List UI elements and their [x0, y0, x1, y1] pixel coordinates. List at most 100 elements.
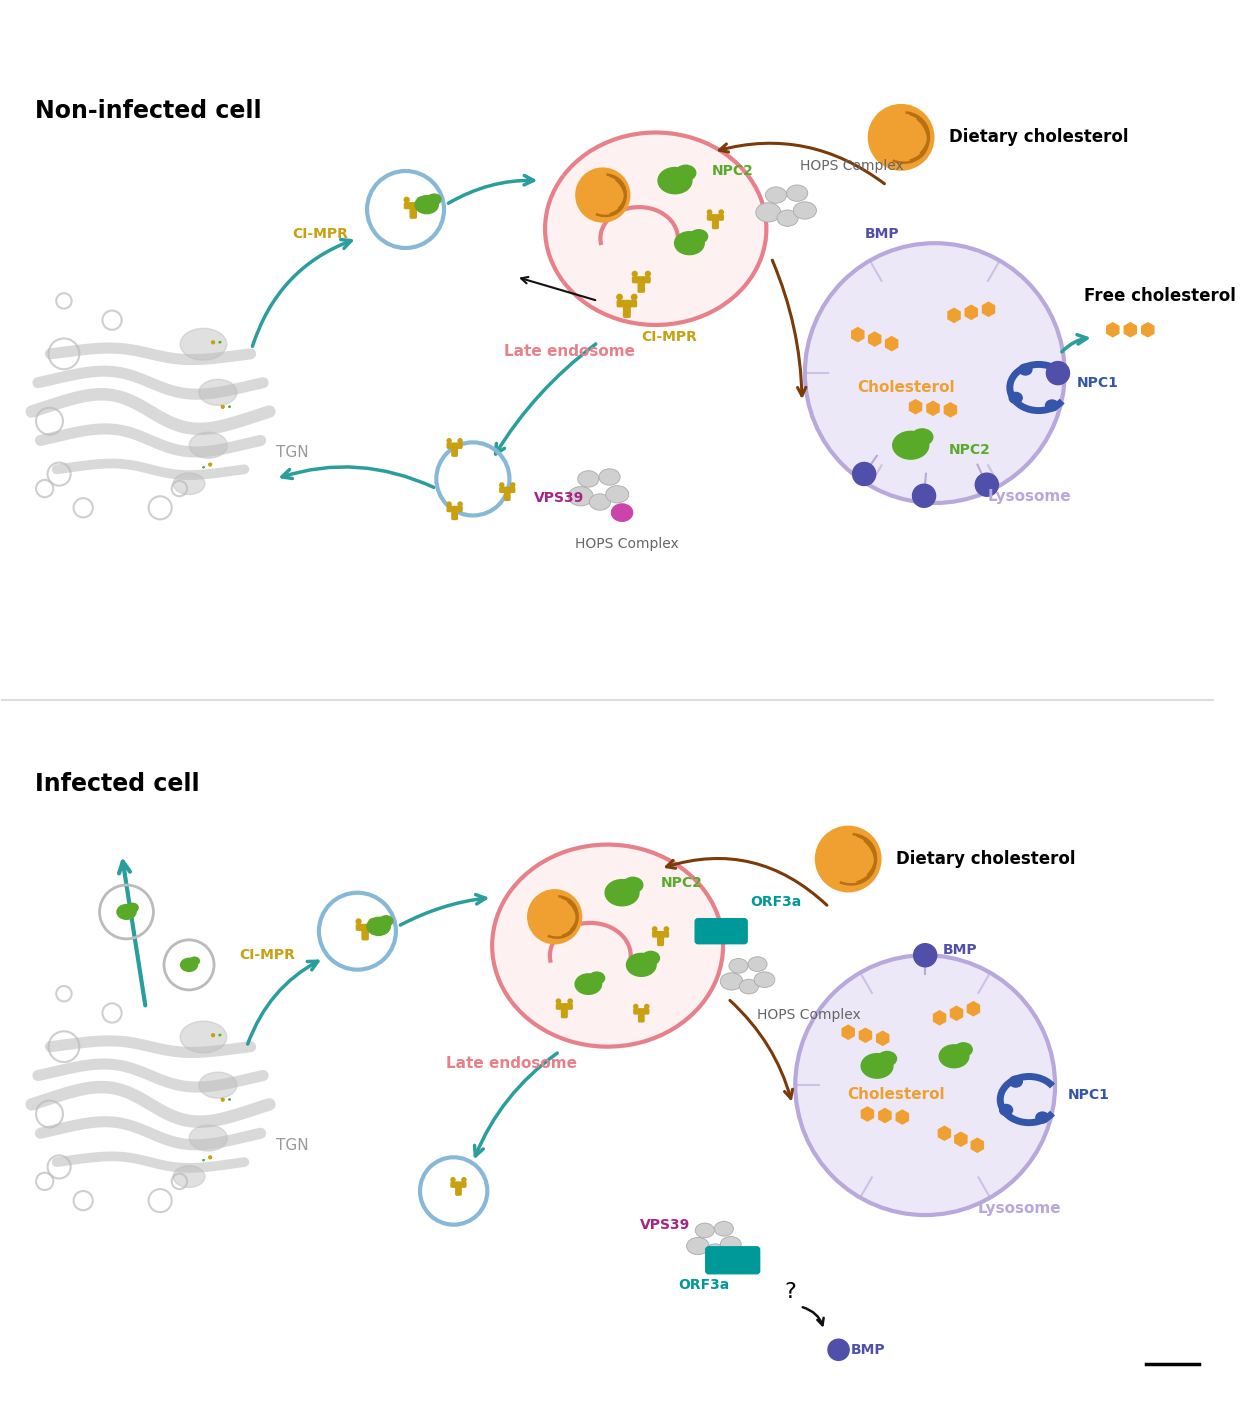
Ellipse shape	[199, 379, 237, 406]
FancyBboxPatch shape	[696, 918, 747, 944]
Text: HOPS Complex: HOPS Complex	[757, 1007, 861, 1022]
Ellipse shape	[690, 230, 708, 243]
FancyBboxPatch shape	[653, 931, 668, 937]
Ellipse shape	[753, 972, 775, 988]
Ellipse shape	[189, 1125, 227, 1152]
FancyBboxPatch shape	[209, 463, 212, 465]
FancyBboxPatch shape	[658, 935, 663, 945]
Ellipse shape	[546, 133, 766, 325]
Text: Dietary cholesterol: Dietary cholesterol	[896, 851, 1076, 868]
Ellipse shape	[653, 927, 656, 931]
Ellipse shape	[180, 958, 198, 971]
Ellipse shape	[730, 958, 748, 974]
Ellipse shape	[568, 486, 593, 506]
Ellipse shape	[645, 271, 650, 277]
Circle shape	[805, 243, 1065, 503]
Ellipse shape	[878, 1051, 897, 1065]
Ellipse shape	[606, 486, 629, 503]
Ellipse shape	[451, 1177, 455, 1181]
Circle shape	[795, 955, 1055, 1215]
Text: Dietary cholesterol: Dietary cholesterol	[949, 129, 1129, 147]
FancyBboxPatch shape	[362, 928, 368, 940]
Ellipse shape	[357, 918, 360, 924]
Ellipse shape	[415, 195, 438, 213]
Ellipse shape	[794, 202, 816, 219]
Text: ORF3a: ORF3a	[678, 1277, 730, 1291]
Ellipse shape	[911, 430, 932, 445]
Text: VPS39: VPS39	[534, 492, 585, 506]
Ellipse shape	[617, 294, 622, 300]
Ellipse shape	[626, 954, 656, 976]
Ellipse shape	[633, 271, 638, 277]
Ellipse shape	[765, 187, 786, 203]
FancyBboxPatch shape	[617, 301, 636, 307]
FancyBboxPatch shape	[624, 305, 630, 318]
Ellipse shape	[557, 999, 561, 1003]
Ellipse shape	[379, 916, 393, 927]
Ellipse shape	[622, 877, 643, 893]
Text: HOPS Complex: HOPS Complex	[800, 160, 903, 174]
FancyBboxPatch shape	[452, 447, 457, 456]
FancyBboxPatch shape	[634, 1009, 649, 1015]
Text: Infected cell: Infected cell	[35, 773, 199, 797]
Ellipse shape	[510, 483, 515, 487]
Ellipse shape	[706, 1243, 724, 1259]
Text: Late endosome: Late endosome	[504, 345, 635, 359]
Text: TGN: TGN	[276, 445, 309, 461]
Ellipse shape	[740, 979, 759, 993]
Ellipse shape	[180, 1022, 227, 1053]
Ellipse shape	[568, 999, 572, 1003]
Ellipse shape	[417, 198, 422, 202]
Text: NPC1: NPC1	[1077, 376, 1119, 390]
Text: CI-MPR: CI-MPR	[641, 329, 697, 343]
Text: CI-MPR: CI-MPR	[239, 948, 295, 962]
FancyBboxPatch shape	[209, 1156, 212, 1159]
Ellipse shape	[696, 1224, 714, 1238]
FancyBboxPatch shape	[411, 206, 416, 218]
Ellipse shape	[598, 469, 620, 485]
Ellipse shape	[447, 502, 451, 506]
Text: Free cholesterol: Free cholesterol	[1084, 287, 1236, 305]
Ellipse shape	[1009, 1077, 1022, 1087]
Ellipse shape	[631, 294, 636, 300]
Ellipse shape	[575, 974, 601, 995]
Circle shape	[828, 1340, 849, 1361]
FancyBboxPatch shape	[212, 1034, 214, 1036]
Ellipse shape	[664, 927, 669, 931]
Ellipse shape	[189, 957, 199, 965]
FancyBboxPatch shape	[562, 1007, 567, 1017]
Ellipse shape	[447, 439, 451, 442]
Circle shape	[576, 168, 630, 222]
Text: ORF3a: ORF3a	[750, 896, 801, 910]
FancyBboxPatch shape	[357, 924, 374, 930]
Ellipse shape	[180, 328, 227, 360]
Text: VPS39: VPS39	[640, 1218, 690, 1232]
Ellipse shape	[459, 439, 462, 442]
Ellipse shape	[714, 1221, 733, 1236]
Ellipse shape	[955, 1043, 973, 1057]
FancyBboxPatch shape	[557, 1003, 572, 1009]
FancyBboxPatch shape	[708, 215, 723, 220]
Circle shape	[912, 485, 936, 507]
Ellipse shape	[674, 232, 704, 254]
Ellipse shape	[1036, 1112, 1048, 1123]
Ellipse shape	[611, 504, 633, 521]
Ellipse shape	[462, 1177, 466, 1181]
Text: NPC2: NPC2	[949, 444, 992, 456]
Circle shape	[1046, 362, 1070, 384]
Circle shape	[815, 827, 881, 892]
Ellipse shape	[721, 1236, 741, 1252]
Text: NPC2: NPC2	[660, 876, 702, 890]
Text: Late endosome: Late endosome	[446, 1057, 577, 1071]
Ellipse shape	[748, 957, 767, 972]
Ellipse shape	[588, 972, 605, 983]
Text: ?: ?	[785, 1282, 796, 1301]
Ellipse shape	[861, 1054, 893, 1078]
Text: Non-infected cell: Non-infected cell	[35, 99, 262, 123]
Ellipse shape	[645, 1005, 649, 1009]
Ellipse shape	[173, 1166, 205, 1187]
FancyBboxPatch shape	[713, 218, 718, 229]
Text: BMP: BMP	[942, 944, 976, 958]
Circle shape	[528, 890, 582, 944]
Text: BMP: BMP	[850, 1342, 886, 1356]
